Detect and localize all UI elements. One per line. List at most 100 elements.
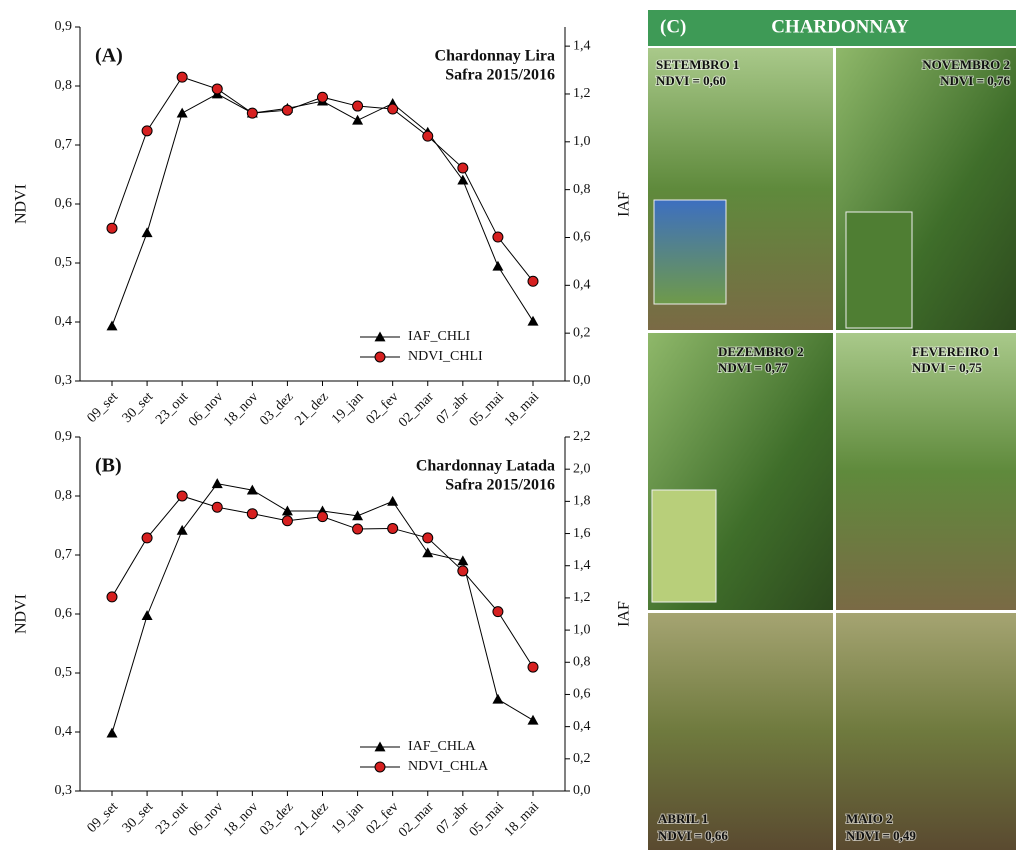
- photo-panel: (C) CHARDONNAY SETEMBRO 1 NDVI = 0,60 NO…: [648, 10, 1016, 850]
- x-tick-label: 02_fev: [364, 799, 402, 837]
- marker: [375, 762, 385, 772]
- marker: [493, 607, 503, 617]
- x-tick-label: 02_fev: [364, 389, 402, 427]
- y-tick-label: 0,5: [55, 665, 73, 680]
- y-tick-label: 0,3: [55, 783, 73, 798]
- photo-month: NOVEMBRO 2: [922, 57, 1010, 72]
- y2-tick-label: 0,8: [573, 182, 591, 197]
- x-tick-label: 06_nov: [186, 389, 226, 429]
- y2-tick-label: 0,2: [573, 325, 591, 340]
- series-line: [112, 94, 533, 326]
- marker: [318, 92, 328, 102]
- series-line: [112, 77, 533, 281]
- x-tick-label: 03_dez: [257, 799, 296, 838]
- y-tick-label: 0,4: [55, 314, 73, 329]
- marker: [142, 126, 152, 136]
- x-tick-label: 18_mai: [502, 389, 542, 429]
- y-tick-label: 0,8: [55, 488, 73, 503]
- marker: [493, 232, 503, 242]
- x-tick-label: 18_nov: [221, 389, 261, 429]
- y2-tick-label: 0,0: [573, 373, 591, 388]
- x-tick-label: 18_nov: [221, 799, 261, 839]
- x-tick-label: 18_mai: [502, 799, 542, 839]
- y2-tick-label: 1,4: [573, 38, 591, 53]
- y-tick-label: 0,7: [55, 137, 73, 152]
- marker: [212, 478, 223, 488]
- marker: [177, 525, 188, 535]
- photo-ndvi: NDVI = 0,60: [656, 73, 726, 88]
- marker: [142, 533, 152, 543]
- marker: [142, 610, 153, 620]
- y2-tick-label: 0,6: [573, 230, 591, 245]
- marker: [423, 533, 433, 543]
- marker: [282, 516, 292, 526]
- marker: [247, 108, 257, 118]
- photo-ndvi: NDVI = 0,77: [718, 360, 788, 375]
- x-tick-label: 30_set: [120, 799, 157, 836]
- y2-tick-label: 1,6: [573, 526, 591, 541]
- y-tick-label: 0,9: [55, 19, 73, 34]
- marker: [247, 509, 257, 519]
- marker: [282, 105, 292, 115]
- x-tick-label: 23_out: [153, 799, 191, 837]
- marker: [423, 131, 433, 141]
- y2-tick-label: 1,8: [573, 494, 591, 509]
- y2-axis-label: IAF: [616, 191, 633, 217]
- marker: [528, 715, 539, 725]
- marker: [375, 332, 386, 342]
- y-axis-label: NDVI: [13, 594, 30, 634]
- y2-tick-label: 0,2: [573, 751, 591, 766]
- x-tick-label: 21_dez: [292, 389, 331, 428]
- photo-month: SETEMBRO 1: [656, 57, 739, 72]
- y-axis-label: NDVI: [13, 184, 30, 224]
- photo-inset: [846, 212, 912, 328]
- marker: [282, 506, 293, 516]
- x-tick-label: 02_mar: [396, 799, 437, 840]
- marker: [458, 163, 468, 173]
- marker: [375, 352, 385, 362]
- marker: [353, 101, 363, 111]
- x-tick-label: 09_set: [85, 389, 122, 426]
- marker: [107, 320, 118, 330]
- annotation: Safra 2015/2016: [445, 477, 555, 494]
- x-tick-label: 19_jan: [329, 389, 367, 427]
- legend-label: NDVI_CHLI: [408, 349, 483, 364]
- y2-tick-label: 1,4: [573, 558, 591, 573]
- y2-tick-label: 0,8: [573, 654, 591, 669]
- marker: [387, 496, 398, 506]
- y2-tick-label: 0,0: [573, 783, 591, 798]
- x-tick-label: 05_mai: [467, 389, 507, 429]
- y-tick-label: 0,8: [55, 78, 73, 93]
- marker: [107, 728, 118, 738]
- marker: [177, 72, 187, 82]
- y2-tick-label: 0,4: [573, 719, 591, 734]
- marker: [492, 694, 503, 704]
- marker: [528, 662, 538, 672]
- x-tick-label: 09_set: [85, 799, 122, 836]
- marker: [458, 566, 468, 576]
- y-tick-label: 0,3: [55, 373, 73, 388]
- panel-label: (B): [95, 455, 122, 477]
- y-tick-label: 0,6: [55, 606, 73, 621]
- marker: [388, 523, 398, 533]
- x-tick-label: 30_set: [120, 389, 157, 426]
- panel-title: CHARDONNAY: [771, 16, 909, 37]
- marker: [375, 742, 386, 752]
- y-tick-label: 0,5: [55, 255, 73, 270]
- marker: [528, 276, 538, 286]
- y2-tick-label: 1,2: [573, 86, 591, 101]
- photo-ndvi: NDVI = 0,66: [658, 828, 728, 843]
- x-tick-label: 05_mai: [467, 799, 507, 839]
- marker: [388, 104, 398, 114]
- y-tick-label: 0,4: [55, 724, 73, 739]
- photo-month: MAIO 2: [846, 811, 893, 826]
- marker: [353, 524, 363, 534]
- marker: [352, 115, 363, 125]
- y2-tick-label: 1,2: [573, 590, 591, 605]
- photo-month: ABRIL 1: [658, 811, 708, 826]
- annotation: Safra 2015/2016: [445, 67, 555, 84]
- photo-inset: [654, 200, 726, 304]
- marker: [177, 491, 187, 501]
- legend-label: IAF_CHLA: [408, 739, 477, 754]
- marker: [212, 502, 222, 512]
